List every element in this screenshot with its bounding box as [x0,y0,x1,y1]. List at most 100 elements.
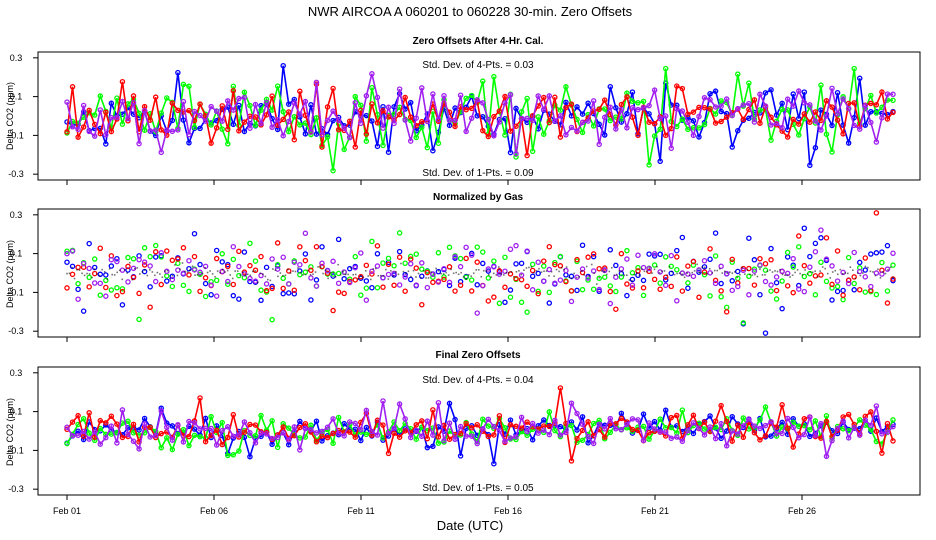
data-point [696,263,698,266]
data-point [701,104,708,111]
data-point [136,140,142,147]
data-point [359,274,362,277]
data-point [507,422,514,428]
data-point [718,435,724,442]
data-point [308,102,314,108]
data-point [690,118,697,124]
data-point [324,134,331,140]
data-point [380,108,386,114]
data-point [671,270,673,273]
data-point [746,269,749,271]
data-point [64,129,70,135]
data-point [335,430,342,437]
data-point [524,248,530,254]
data-point [590,98,597,104]
data-point [735,71,741,77]
data-point [312,273,314,275]
data-point [98,274,101,277]
data-point [97,130,104,137]
data-point [335,117,342,124]
data-point [108,413,115,419]
data-point [413,282,419,288]
data-point [291,136,298,143]
data-point [424,284,431,291]
data-point [790,415,796,422]
data-point [502,299,508,306]
data-point [781,273,784,276]
data-point [535,288,541,295]
data-point [790,116,796,123]
data-point [746,292,752,298]
data-point [413,427,419,433]
data-point [779,402,785,408]
data-point [759,268,761,271]
data-point [503,274,505,276]
data-point [790,289,796,296]
data-point [352,434,359,440]
data-point [579,421,586,428]
data-point [308,275,314,281]
data-point [309,273,312,276]
data-point [693,270,696,272]
data-point [64,119,70,125]
data-point [829,263,835,269]
data-point [302,230,309,237]
data-point [352,426,359,432]
data-point [97,292,104,298]
data-point [319,260,325,266]
data-point [657,429,663,435]
data-point [823,418,830,425]
series-red [64,78,896,159]
data-point [690,430,697,437]
data-point [180,270,187,277]
data-point [64,259,70,265]
data-point [662,407,669,413]
data-point [108,423,115,429]
data-point [68,272,71,275]
data-point [149,268,151,271]
data-point [114,292,120,299]
data-point [607,283,614,289]
data-point [518,299,525,306]
data-point [628,279,631,281]
data-point [485,416,492,423]
data-point [485,423,492,429]
data-point [662,254,669,260]
data-point [884,420,891,427]
data-point [374,284,381,291]
data-point [274,266,281,272]
data-point [712,111,719,117]
data-point [380,398,386,404]
data-point [419,301,425,308]
data-point [119,267,126,273]
data-point [590,440,597,447]
data-point [668,283,675,290]
data-point [147,424,153,431]
data-point [491,294,497,300]
data-point [790,262,796,268]
data-point [674,83,680,89]
data-point [91,280,98,286]
data-point [890,109,896,116]
data-point [219,118,225,124]
data-point [402,94,408,101]
data-point [480,260,486,267]
data-point [557,277,564,283]
data-point [563,429,569,436]
data-point [525,267,528,269]
data-point [541,106,547,113]
data-point [845,280,852,287]
data-point [241,249,248,255]
data-point [219,441,225,448]
data-point [601,132,608,138]
data-point [640,105,647,111]
data-point [721,272,724,274]
data-point [691,271,693,274]
data-point [852,269,854,272]
data-point [352,144,359,150]
data-point [452,253,458,260]
data-point [472,272,475,275]
data-point [668,270,675,277]
data-point [83,274,86,277]
data-point [879,259,885,266]
